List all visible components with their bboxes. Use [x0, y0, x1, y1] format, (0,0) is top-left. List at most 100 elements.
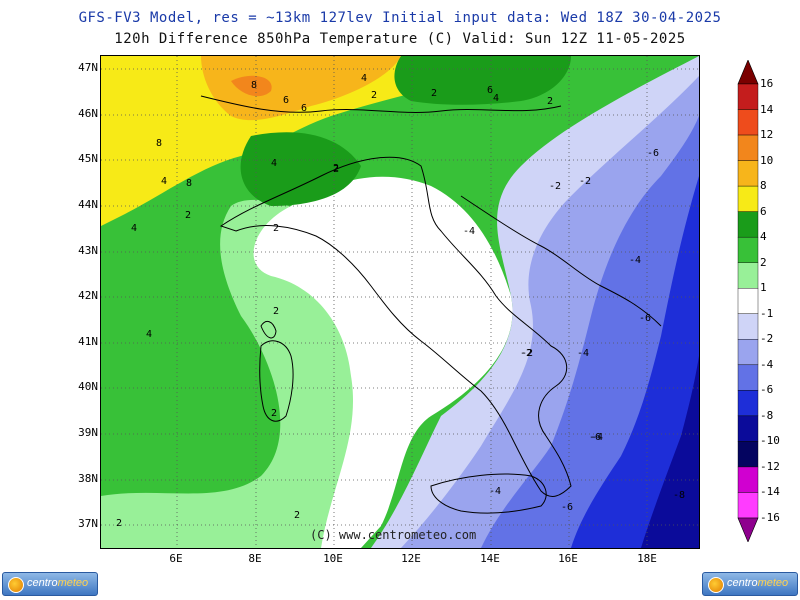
lon-label: 8E	[248, 552, 262, 565]
lon-label: 6E	[169, 552, 183, 565]
colorbar-label: -12	[760, 459, 780, 473]
lon-label: 14E	[480, 552, 500, 565]
contour-label: -6	[589, 432, 601, 443]
colorbar-cells	[737, 60, 759, 542]
colorbar-cell	[737, 211, 759, 238]
lon-label: 18E	[637, 552, 657, 565]
colorbar-label: -10	[760, 434, 780, 448]
contour-label: 8	[156, 138, 162, 149]
colorbar-cell	[737, 262, 759, 289]
contour-label: 6	[283, 95, 289, 106]
lat-label: 41N	[78, 335, 98, 348]
lat-label: 37N	[78, 517, 98, 530]
colorbar-cell	[737, 109, 759, 136]
colorbar-cell	[737, 134, 759, 161]
map-title-line1: GFS-FV3 Model, res = ~13km 127lev Initia…	[78, 10, 722, 26]
sicily-outline	[430, 473, 547, 514]
temperature-difference-map: 8 8 8 6 4 4 2 2 6 6 4 2 4 4 2 2 2 2 4 2 -2 -2 -2 -6 -4 -4 -6 -4 -2 -4…	[100, 55, 700, 549]
contour-label: -4	[591, 432, 603, 443]
colorbar-cell	[737, 83, 759, 110]
lat-label: 40N	[78, 380, 98, 393]
lon-label: 10E	[323, 552, 343, 565]
colorbar-cell	[737, 364, 759, 391]
corsica-outline	[260, 320, 277, 339]
colorbar-label: 2	[760, 255, 767, 269]
map-title-line2: 120h Difference 850hPa Temperature (C) V…	[114, 31, 686, 47]
colorbar-label: 12	[760, 128, 774, 142]
contour-label: 4	[361, 73, 367, 84]
field-white	[253, 176, 513, 548]
contour-label: -4	[577, 348, 589, 359]
colorbar-cell	[737, 160, 759, 187]
alps-border	[200, 95, 562, 113]
logo-text: centrometeo	[27, 577, 88, 589]
contour-label: -4	[629, 255, 641, 266]
lat-label: 42N	[78, 289, 98, 302]
contour-label: -4	[463, 226, 475, 237]
centrometeo-logo-right[interactable]: centrometeo	[702, 572, 798, 596]
field-orange	[201, 56, 401, 121]
contour-label: -8	[673, 490, 685, 501]
logo-word-a: centro	[27, 577, 58, 589]
colorbar-cell	[737, 339, 759, 366]
logo-word-b: meteo	[57, 577, 89, 589]
contour-label: 2	[333, 164, 339, 175]
contour-label: -2	[520, 348, 532, 359]
colorbar	[737, 60, 759, 542]
contour-label: -6	[639, 313, 651, 324]
colorbar-label: 10	[760, 153, 774, 167]
field-darkgreen-po	[240, 132, 361, 206]
coastlines	[200, 95, 662, 514]
field-navy	[641, 356, 699, 548]
contour-label: 2	[185, 210, 191, 221]
contour-label: -4	[489, 486, 501, 497]
colorbar-label: -8	[760, 408, 774, 422]
colorbar-cell	[737, 288, 759, 314]
contour-label: -2	[549, 181, 561, 192]
contour-label: 2	[273, 223, 279, 234]
colorbar-arrow-top	[737, 60, 759, 85]
contour-label: 6	[301, 103, 307, 114]
sardinia-outline	[259, 340, 294, 422]
contour-label: 2	[271, 408, 277, 419]
colorbar-label: 14	[760, 102, 774, 116]
logo-word-a: centro	[727, 577, 758, 589]
colorbar-cell	[737, 236, 759, 263]
colorbar-cell	[737, 390, 759, 417]
contour-label: -6	[561, 502, 573, 513]
colorbar-arrow-bottom	[737, 517, 759, 542]
colorbar-label: -1	[760, 306, 774, 320]
contour-label: 4	[161, 176, 167, 187]
colorbar-label: 6	[760, 204, 767, 218]
contour-label: 2	[371, 90, 377, 101]
logo-icon	[708, 577, 724, 593]
lat-label: 38N	[78, 472, 98, 485]
lon-label: 12E	[401, 552, 421, 565]
contour-label: 2	[547, 96, 553, 107]
contour-label: 6	[487, 85, 493, 96]
copyright-text: (C) www.centrometeo.com	[310, 528, 477, 542]
contour-label: 2	[273, 306, 279, 317]
contour-label: -6	[647, 148, 659, 159]
colorbar-label: -2	[760, 332, 774, 346]
colorbar-label: 8	[760, 179, 767, 193]
centrometeo-logo-left[interactable]: centrometeo	[2, 572, 98, 596]
contour-label: 8	[186, 178, 192, 189]
colorbar-label: 16	[760, 77, 774, 90]
colorbar-cell	[737, 313, 759, 340]
logo-icon	[8, 577, 24, 593]
field-blue-dark	[571, 176, 699, 548]
contour-label: 2	[333, 163, 339, 174]
lat-label: 43N	[78, 244, 98, 257]
contour-label: 4	[271, 158, 277, 169]
contour-label: 8	[251, 80, 257, 91]
lat-label: 47N	[78, 61, 98, 74]
field-orange-core	[231, 75, 272, 97]
contour-label: 2	[116, 518, 122, 529]
colorbar-label: -4	[760, 357, 774, 371]
lat-label: 45N	[78, 152, 98, 165]
lat-label: 39N	[78, 426, 98, 439]
contour-label: -2	[521, 348, 533, 359]
